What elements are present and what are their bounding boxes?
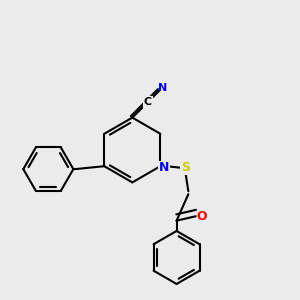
Text: C: C	[144, 97, 152, 107]
Text: N: N	[159, 161, 169, 174]
Text: S: S	[181, 161, 190, 174]
Text: O: O	[196, 210, 207, 223]
Text: N: N	[158, 82, 167, 93]
